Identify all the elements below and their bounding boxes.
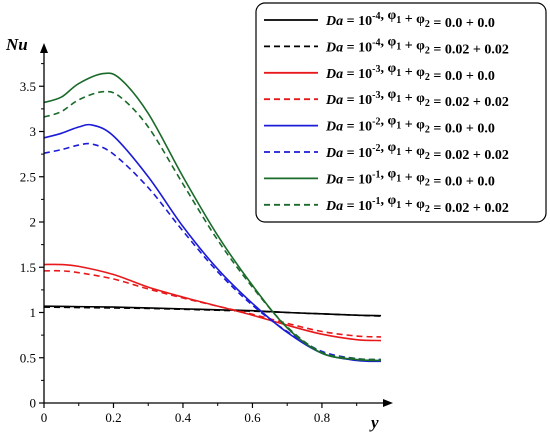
y-tick-label: 0.5: [20, 350, 36, 365]
y-tick-label: 1: [30, 305, 37, 320]
y-tick-label: 0: [30, 396, 37, 411]
y-tick-label: 1.5: [20, 260, 36, 275]
legend-box: [255, 2, 547, 223]
series-line-7: [43, 72, 382, 362]
x-tick-label: 0.8: [314, 410, 330, 425]
legend-entry-8: Da = 10-1, φ1 + φ2 = 0.02 + 0.02: [325, 193, 509, 216]
series-line-6: [43, 142, 382, 361]
legend-entry-2: Da = 10-4, φ1 + φ2 = 0.02 + 0.02: [325, 34, 509, 57]
series-line-2: [43, 306, 382, 317]
legend-entry-3: Da = 10-3, φ1 + φ2 = 0.0 + 0.0: [325, 61, 495, 84]
legend-entry-5: Da = 10-2, φ1 + φ2 = 0.0 + 0.0: [325, 114, 495, 137]
y-tick-label: 2.5: [20, 169, 36, 184]
x-tick-label: 0.2: [105, 410, 121, 425]
legend-entry-1: Da = 10-4, φ1 + φ2 = 0.0 + 0.0: [325, 8, 495, 31]
legend-entry-7: Da = 10-1, φ1 + φ2 = 0.0 + 0.0: [325, 166, 495, 189]
legend-entry-6: Da = 10-2, φ1 + φ2 = 0.02 + 0.02: [325, 140, 509, 163]
series-line-3: [43, 263, 382, 342]
y-axis-label: Nu: [5, 35, 28, 54]
x-axis-arrow: [383, 399, 393, 407]
legend: Da = 10-4, φ1 + φ2 = 0.0 + 0.0 Da = 10-4,…: [255, 2, 547, 223]
series-line-4: [43, 269, 382, 338]
x-tick-label: 0.4: [175, 410, 192, 425]
x-tick-label: 0: [41, 410, 48, 425]
y-tick-label: 3.5: [20, 79, 36, 94]
y-axis: 0 0.5 1 1.5 2 2.5 3 3.5: [20, 43, 48, 411]
y-tick-label: 2: [30, 215, 37, 230]
series-line-8: [43, 90, 382, 361]
legend-entry-4: Da = 10-3, φ1 + φ2 = 0.02 + 0.02: [325, 87, 509, 110]
x-tick-label: 0.6: [244, 410, 261, 425]
y-axis-arrow: [40, 43, 48, 53]
plot-curves: [43, 72, 382, 363]
x-axis-label: y: [369, 413, 379, 432]
x-axis: 0 0.2 0.4 0.6 0.8: [41, 399, 393, 425]
y-tick-label: 3: [30, 124, 37, 139]
